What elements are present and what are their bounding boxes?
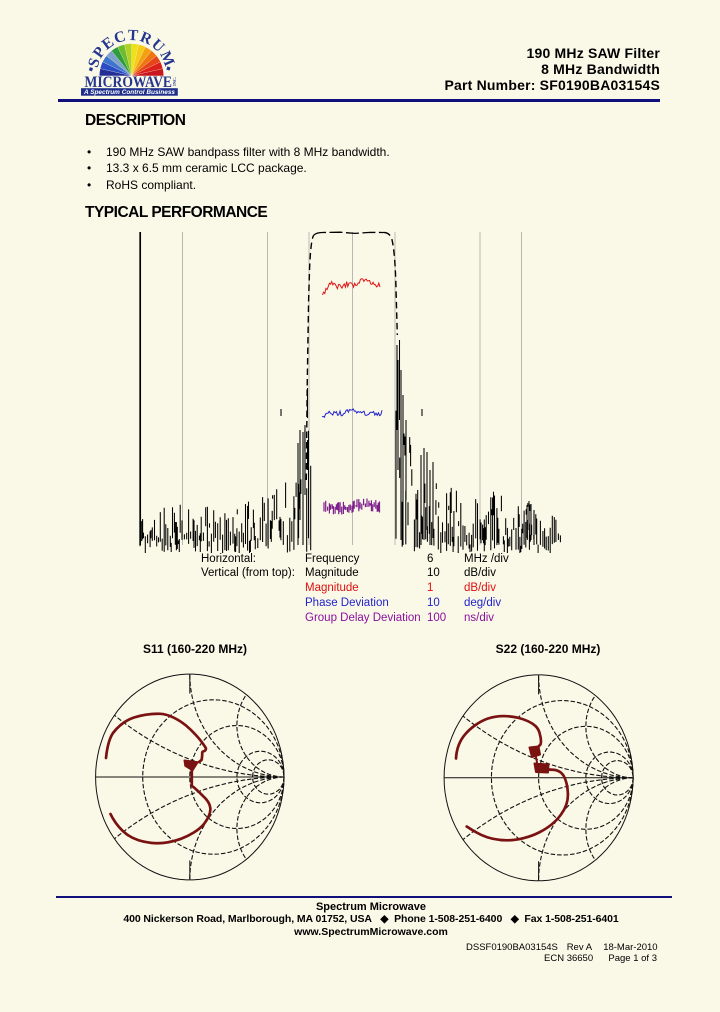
svg-text:INC.: INC. <box>172 77 177 86</box>
svg-text:A Spectrum Control Business: A Spectrum Control Business <box>83 89 175 96</box>
svg-text:MICROWAVE: MICROWAVE <box>85 74 173 91</box>
